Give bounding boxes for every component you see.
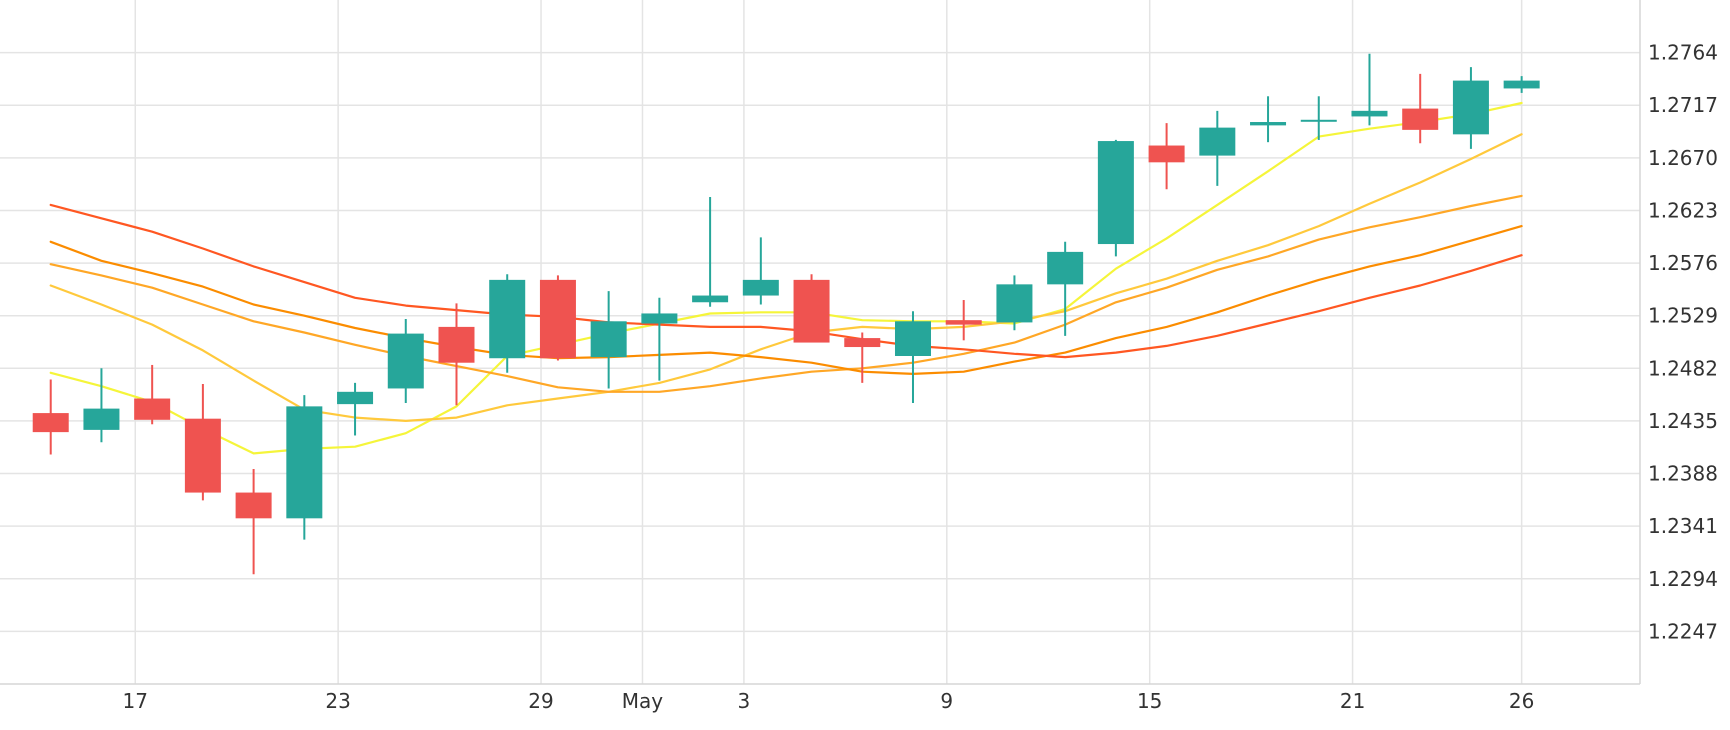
candle [539, 275, 576, 361]
candle [387, 319, 424, 404]
y-tick-label: 1.2435 [1648, 409, 1718, 433]
candle [286, 395, 323, 540]
candle-body [184, 418, 221, 493]
candle [1047, 241, 1084, 336]
candle [1503, 76, 1540, 93]
x-tick-label: 3 [738, 689, 751, 713]
candle [1250, 96, 1287, 143]
x-tick-label: 17 [123, 689, 148, 713]
candle-body [894, 321, 931, 356]
y-tick-label: 1.2294 [1648, 567, 1718, 591]
candle [1148, 123, 1185, 190]
candle [134, 364, 171, 425]
candles [32, 53, 1540, 575]
candle [692, 197, 729, 307]
candle-body [134, 398, 171, 420]
candle [83, 368, 120, 443]
candle [844, 332, 881, 383]
candle [1452, 67, 1489, 149]
candle [32, 379, 69, 455]
series-line-2 [49, 133, 1523, 422]
candle-body [692, 295, 729, 303]
candle-body [539, 279, 576, 359]
candle-body [1452, 80, 1489, 135]
y-tick-label: 1.2623 [1648, 198, 1718, 222]
series-line-5 [49, 203, 1523, 359]
x-tick-label: 29 [528, 689, 553, 713]
candle-body [1097, 141, 1134, 245]
candle-body [844, 338, 881, 348]
candle [996, 275, 1033, 331]
series-line-1 [49, 101, 1523, 455]
candle-body [337, 391, 374, 405]
series-line-4 [49, 225, 1523, 375]
candle [793, 274, 830, 343]
candle-body [793, 279, 830, 343]
y-tick-label: 1.2482 [1648, 356, 1718, 380]
candle-body [1402, 108, 1439, 130]
candle [590, 291, 627, 389]
candle-body [1351, 110, 1388, 117]
x-tick-label: 15 [1137, 689, 1162, 713]
y-tick-label: 1.2247 [1648, 619, 1718, 643]
y-tick-label: 1.2529 [1648, 304, 1718, 328]
y-tick-label: 1.2670 [1648, 146, 1718, 170]
candle-body [996, 284, 1033, 323]
x-tick-label: 23 [325, 689, 350, 713]
candle-body [489, 279, 526, 359]
candle-body [438, 326, 475, 363]
candle [1097, 139, 1134, 257]
candle-body [235, 492, 272, 519]
moving-average-lines [49, 101, 1523, 455]
candle [1402, 73, 1439, 144]
candle-body [945, 320, 982, 325]
y-tick-label: 1.2717 [1648, 93, 1718, 117]
candle-body [1148, 145, 1185, 163]
y-tick-label: 1.2341 [1648, 514, 1718, 538]
candle-body [742, 279, 779, 296]
candle-body [1503, 80, 1540, 89]
candle [641, 297, 678, 381]
axes: 1.2247 1.2294 1.2341 1.2388 1.2435 1.2482 1.25… [0, 0, 1718, 713]
y-tick-label: 1.2764 [1648, 41, 1718, 65]
candle [184, 383, 221, 501]
y-tick-label: 1.2388 [1648, 462, 1718, 486]
series-line-3 [49, 194, 1523, 393]
candle [235, 469, 272, 575]
candle [1300, 96, 1337, 140]
candle-body [1300, 119, 1337, 122]
x-tick-label: 21 [1340, 689, 1365, 713]
candle [1199, 110, 1236, 186]
candle [438, 303, 475, 406]
candle-body [1199, 127, 1236, 156]
x-tick-label: May [622, 689, 664, 713]
candle [742, 237, 779, 305]
candle-body [1047, 251, 1084, 285]
candle-body [286, 406, 323, 519]
candle-body [641, 313, 678, 324]
candle-body [590, 321, 627, 358]
candle [1351, 53, 1388, 126]
x-tick-label: 26 [1509, 689, 1534, 713]
grid [0, 0, 1640, 684]
x-tick-label: 9 [940, 689, 953, 713]
candle [945, 300, 982, 341]
candle-body [83, 408, 120, 430]
candle-body [1250, 122, 1287, 126]
candle [489, 274, 526, 373]
candle-body [32, 413, 69, 433]
y-tick-label: 1.2576 [1648, 251, 1718, 275]
candle-body [387, 333, 424, 389]
candle [894, 311, 931, 404]
candle [337, 382, 374, 436]
